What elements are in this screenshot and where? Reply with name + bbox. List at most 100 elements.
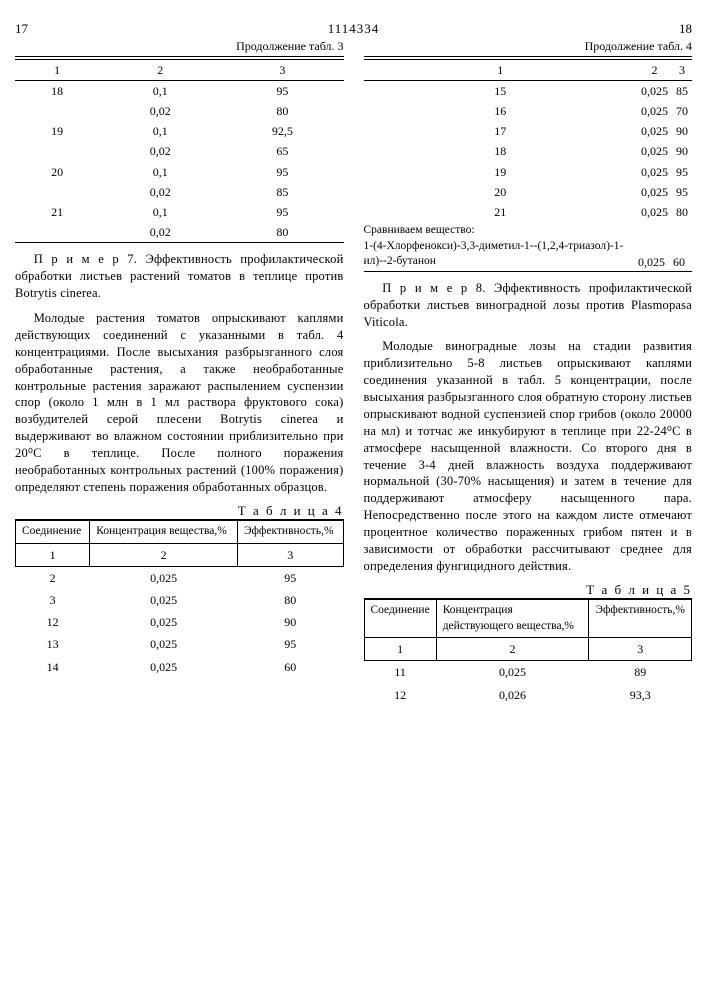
table-cell: 0,025 (90, 633, 238, 655)
t5h3: Эффективность,% (589, 599, 692, 638)
left-column: Продолжение табл. 3 1 2 3 180,1950,02801… (15, 38, 344, 706)
table-row: 130,02595 (16, 633, 344, 655)
table-cell (15, 222, 99, 243)
table-cell: 85 (221, 182, 343, 202)
t5n1: 1 (364, 638, 436, 661)
col-3: 3 (221, 59, 343, 80)
table-cell: 90 (672, 121, 692, 141)
table-cell: 93,3 (589, 684, 692, 706)
table-cell: 0,025 (637, 162, 672, 182)
table5-header: Соединение Концентрация действующего вещ… (364, 599, 692, 638)
table-cell: 80 (237, 589, 343, 611)
table-cell: 0,025 (637, 121, 672, 141)
t4n1: 1 (16, 543, 90, 566)
table-cell: 19 (15, 121, 99, 141)
table-row: 140,02560 (16, 656, 344, 678)
table-cell: 21 (15, 202, 99, 222)
table-cell: 11 (364, 661, 436, 684)
table-cell: 0,025 (637, 182, 672, 202)
table-row: 0,0280 (15, 101, 344, 121)
table5-numhdr: 1 2 3 (364, 638, 692, 661)
table-cell: 14 (16, 656, 90, 678)
table-row: 200,195 (15, 162, 344, 182)
table-cell: 0,025 (637, 101, 672, 121)
table-cell: 0,1 (99, 121, 221, 141)
table-row: 30,02580 (16, 589, 344, 611)
table-cell: 0,02 (99, 182, 221, 202)
table4: Соединение Концентрация вещества,% Эффек… (15, 519, 344, 678)
table-row: 180,195 (15, 81, 344, 101)
table-cell: 0,025 (637, 80, 672, 101)
table-cell (15, 182, 99, 202)
page-num-right: 18 (679, 20, 692, 38)
table-cell: 20 (15, 162, 99, 182)
table-cell (15, 101, 99, 121)
table-cell: 12 (364, 684, 436, 706)
table-row: 120,02693,3 (364, 684, 692, 706)
table-cell: 90 (237, 611, 343, 633)
col-1: 1 (15, 59, 99, 80)
table-cell: 16 (364, 101, 638, 121)
t4n2: 2 (90, 543, 238, 566)
table-cell: 95 (237, 566, 343, 589)
table-cell: 92,5 (221, 121, 343, 141)
table-cell: 20 (364, 182, 638, 202)
table3: 1 2 3 180,1950,0280190,192,50,0265200,19… (15, 59, 344, 244)
table5: Соединение Концентрация действующего вещ… (364, 598, 693, 706)
t5h1: Соединение (364, 599, 436, 638)
table-cell: 0,025 (436, 661, 589, 684)
table-row: 210,02580 (364, 202, 693, 222)
table-cell: 13 (16, 633, 90, 655)
table-cell: 80 (221, 222, 343, 243)
table-cell: 0,02 (99, 222, 221, 243)
table-row: 0,0265 (15, 141, 344, 161)
table-cell: 0,025 (90, 611, 238, 633)
table-row: 180,02590 (364, 141, 693, 161)
table-row: 110,02589 (364, 661, 692, 684)
table-cell: 80 (221, 101, 343, 121)
table-cell: 17 (364, 121, 638, 141)
example7-body: Молодые растения томатов опрыскивают кап… (15, 310, 344, 496)
table-cell: 89 (589, 661, 692, 684)
table4-numhdr: 1 2 3 (16, 543, 344, 566)
table-cell: 12 (16, 611, 90, 633)
table-row: 170,02590 (364, 121, 693, 141)
table-cell: 18 (15, 81, 99, 101)
table-cell: 80 (672, 202, 692, 222)
table4cont-caption: Продолжение табл. 4 (364, 38, 693, 57)
doc-number: 1114334 (328, 20, 380, 38)
table-cell: 0,025 (637, 202, 672, 222)
table-cell: 90 (672, 141, 692, 161)
comparator-eff: 60 (672, 222, 692, 271)
table-cell: 3 (16, 589, 90, 611)
table-row: 0,0280 (15, 222, 344, 243)
table-cell: 0,02 (99, 101, 221, 121)
table-cell: 95 (221, 202, 343, 222)
comparator-label: Сравниваем вещество: 1-(4-Хлорфенокси)-3… (364, 222, 638, 271)
table-cell: 0,1 (99, 162, 221, 182)
col-3b: 3 (672, 59, 692, 80)
table-cell: 15 (364, 80, 638, 101)
table-row: 190,192,5 (15, 121, 344, 141)
table-row: 120,02590 (16, 611, 344, 633)
t5n2: 2 (436, 638, 589, 661)
table3-caption: Продолжение табл. 3 (15, 38, 344, 57)
table-cell: 2 (16, 566, 90, 589)
table-row: 210,195 (15, 202, 344, 222)
table-cell: 95 (221, 162, 343, 182)
table3-header: 1 2 3 (15, 59, 344, 80)
col-2b: 2 (637, 59, 672, 80)
table-cell: 70 (672, 101, 692, 121)
t4h3: Эффективность,% (237, 520, 343, 543)
table4-title: Т а б л и ц а 4 (15, 502, 344, 520)
t5h2: Концентрация действующего вещества,% (436, 599, 589, 638)
table-cell: 0,026 (436, 684, 589, 706)
example8-title: П р и м е р 8. Эффективность профилактич… (364, 280, 693, 331)
example7-title: П р и м е р 7. Эффективность профилактич… (15, 251, 344, 302)
right-column: Продолжение табл. 4 1 2 3 150,02585160,0… (364, 38, 693, 706)
comparator-val: 0,025 (637, 222, 672, 271)
table-row: 150,02585 (364, 80, 693, 101)
table-cell: 21 (364, 202, 638, 222)
table-row: 20,02595 (16, 566, 344, 589)
table4cont-header: 1 2 3 (364, 59, 693, 80)
